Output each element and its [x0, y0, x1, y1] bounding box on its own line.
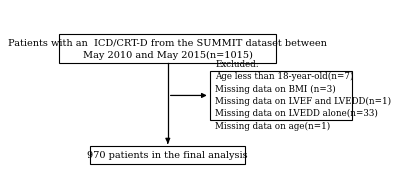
FancyBboxPatch shape — [90, 146, 245, 164]
Text: Patients with an  ICD/CRT-D from the SUMMIT dataset between
May 2010 and May 201: Patients with an ICD/CRT-D from the SUMM… — [8, 38, 327, 60]
FancyBboxPatch shape — [210, 71, 352, 120]
Text: 970 patients in the final analysis: 970 patients in the final analysis — [88, 151, 248, 160]
FancyBboxPatch shape — [59, 34, 276, 64]
Text: Excluded:
Age less than 18-year-old(n=7)
Missing data on BMI (n=3)
Missing data : Excluded: Age less than 18-year-old(n=7)… — [215, 60, 391, 131]
